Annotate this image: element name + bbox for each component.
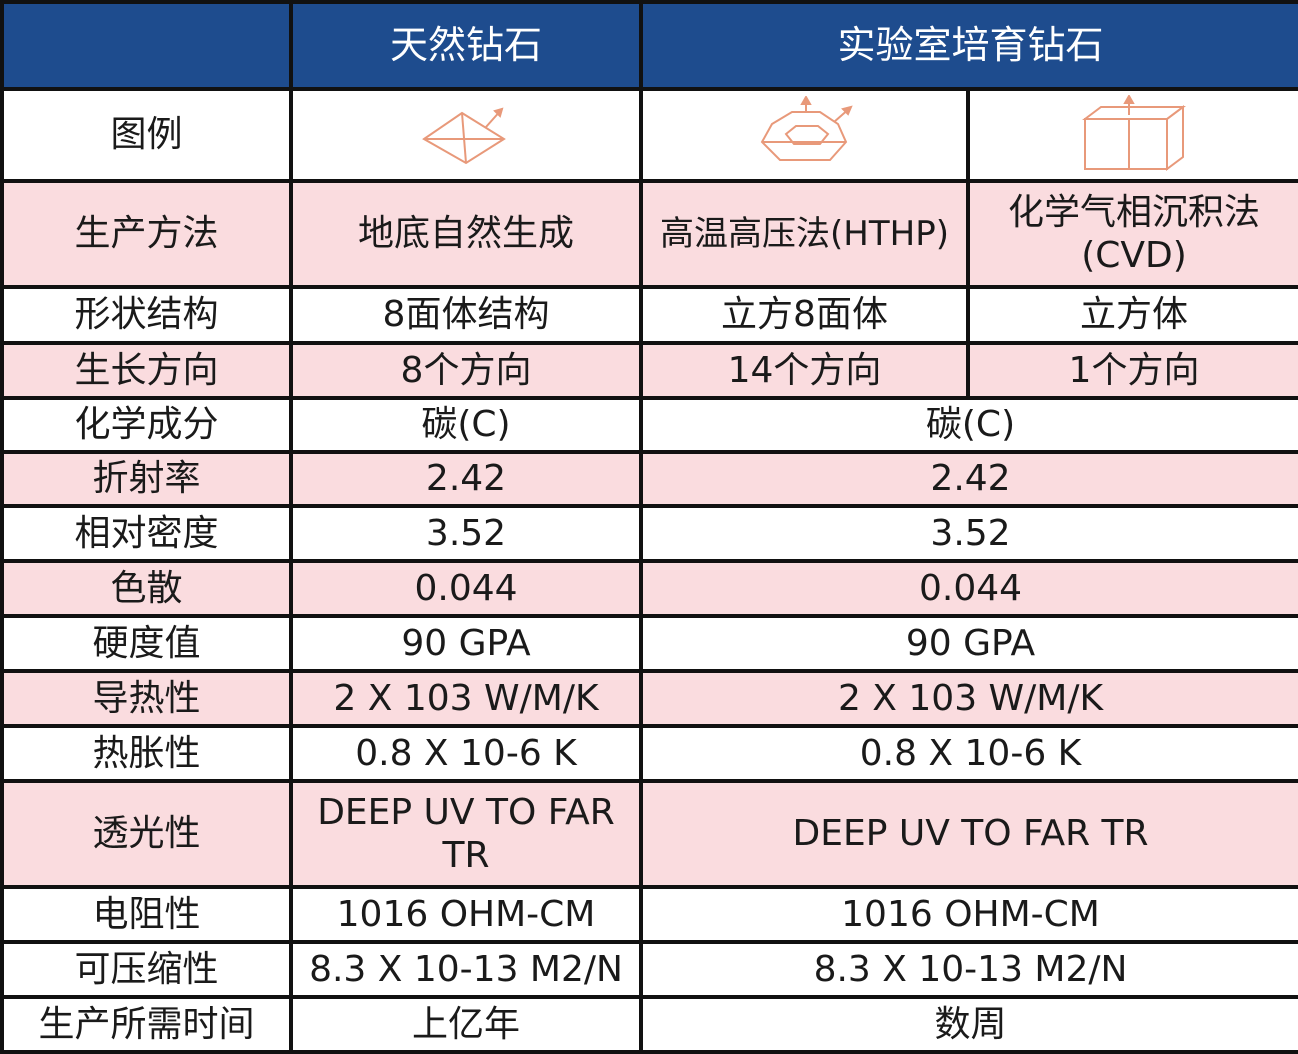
table-row: 相对密度 3.52 3.52 — [0, 504, 1298, 563]
table-row: 硬度值 90 GPA 90 GPA — [0, 614, 1298, 673]
cell-lab: 0.8 X 10-6 K — [638, 724, 1298, 783]
cell-natural: 8.3 X 10-13 M2/N — [289, 940, 643, 999]
header-row: 天然钻石 实验室培育钻石 — [0, 0, 1298, 91]
cell-lab: 数周 — [638, 995, 1298, 1054]
header-lab: 实验室培育钻石 — [638, 0, 1298, 91]
row-label: 电阻性 — [0, 885, 293, 944]
illustration-row: 图例 — [0, 87, 1298, 183]
cell-natural: 3.52 — [289, 504, 643, 563]
cell-natural: 90 GPA — [289, 614, 643, 673]
cube-icon — [1082, 95, 1186, 171]
row-label: 热胀性 — [0, 724, 293, 783]
cell-cvd: 化学气相沉积法(CVD) — [965, 179, 1298, 289]
cell-natural: DEEP UV TO FAR TR — [289, 779, 643, 889]
cell-natural: 0.044 — [289, 559, 643, 618]
table-row: 热胀性 0.8 X 10-6 K 0.8 X 10-6 K — [0, 724, 1298, 783]
cell-lab: 2 X 103 W/M/K — [638, 669, 1298, 728]
table-row: 化学成分 碳(C) 碳(C) — [0, 396, 1298, 454]
octahedron-icon — [422, 107, 506, 165]
cell-natural: 2.42 — [289, 450, 643, 508]
cell-lab: 2.42 — [638, 450, 1298, 508]
table-row: 生长方向 8个方向 14个方向 1个方向 — [0, 341, 1298, 400]
table-row: 生产方法 地底自然生成 高温高压法(HTHP) 化学气相沉积法(CVD) — [0, 179, 1298, 289]
cell-natural: 碳(C) — [289, 396, 643, 454]
table-row: 形状结构 8面体结构 立方8面体 立方体 — [0, 285, 1298, 345]
header-corner — [0, 0, 293, 91]
cell-lab: 8.3 X 10-13 M2/N — [638, 940, 1298, 999]
cell-lab: DEEP UV TO FAR TR — [638, 779, 1298, 889]
table-row: 电阻性 1016 OHM-CM 1016 OHM-CM — [0, 885, 1298, 944]
table-row: 色散 0.044 0.044 — [0, 559, 1298, 618]
header-natural: 天然钻石 — [289, 0, 643, 91]
illustration-hthp — [639, 87, 970, 183]
cell-natural: 1016 OHM-CM — [289, 885, 643, 944]
row-label: 可压缩性 — [0, 940, 293, 999]
cell-hthp: 14个方向 — [639, 341, 970, 400]
cell-cvd: 1个方向 — [965, 341, 1298, 400]
row-label: 化学成分 — [0, 396, 293, 454]
table-row: 折射率 2.42 2.42 — [0, 450, 1298, 508]
row-label: 图例 — [0, 87, 293, 183]
row-label: 硬度值 — [0, 614, 293, 673]
cell-natural: 2 X 103 W/M/K — [289, 669, 643, 728]
row-label: 色散 — [0, 559, 293, 618]
row-label: 生产方法 — [0, 179, 293, 289]
table-row: 透光性 DEEP UV TO FAR TR DEEP UV TO FAR TR — [0, 779, 1298, 889]
cell-natural: 8面体结构 — [289, 285, 643, 345]
cell-lab: 1016 OHM-CM — [638, 885, 1298, 944]
table-row: 可压缩性 8.3 X 10-13 M2/N 8.3 X 10-13 M2/N — [0, 940, 1298, 999]
table-row: 导热性 2 X 103 W/M/K 2 X 103 W/M/K — [0, 669, 1298, 728]
row-label: 相对密度 — [0, 504, 293, 563]
cell-natural: 地底自然生成 — [289, 179, 643, 289]
cell-natural: 8个方向 — [289, 341, 643, 400]
illustration-natural — [289, 87, 643, 183]
cell-cvd: 立方体 — [965, 285, 1298, 345]
illustration-cvd — [965, 87, 1298, 183]
row-label: 折射率 — [0, 450, 293, 508]
cell-hthp: 高温高压法(HTHP) — [639, 179, 970, 289]
cell-natural: 上亿年 — [289, 995, 643, 1054]
cell-lab: 90 GPA — [638, 614, 1298, 673]
cell-lab: 0.044 — [638, 559, 1298, 618]
row-label: 透光性 — [0, 779, 293, 889]
cell-lab: 3.52 — [638, 504, 1298, 563]
table-row: 生产所需时间 上亿年 数周 — [0, 995, 1298, 1054]
row-label: 生产所需时间 — [0, 995, 293, 1054]
row-label: 导热性 — [0, 669, 293, 728]
cuboctahedron-icon — [760, 96, 853, 161]
cell-hthp: 立方8面体 — [639, 285, 970, 345]
row-label: 生长方向 — [0, 341, 293, 400]
cell-natural: 0.8 X 10-6 K — [289, 724, 643, 783]
cell-lab: 碳(C) — [638, 396, 1298, 454]
row-label: 形状结构 — [0, 285, 293, 345]
